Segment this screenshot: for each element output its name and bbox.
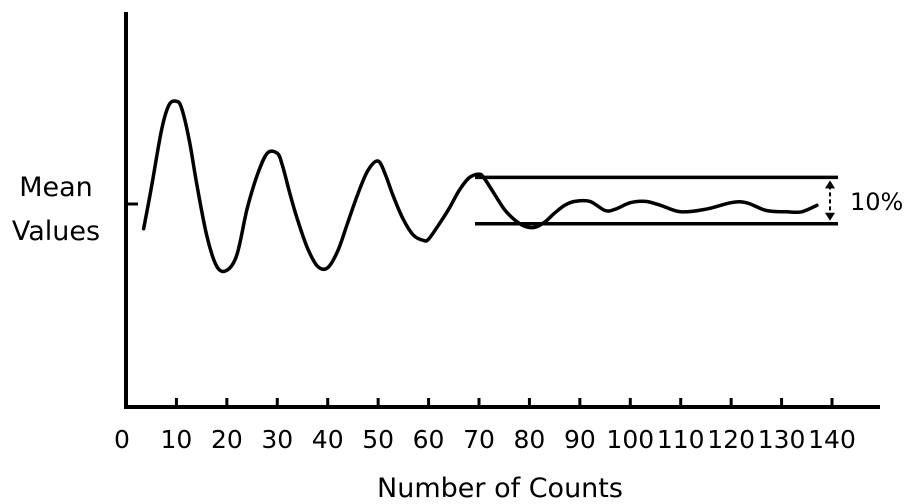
x-tick-label: 100: [606, 425, 654, 454]
x-tick-label: 40: [312, 425, 344, 454]
tolerance-band: [475, 175, 838, 226]
x-tick-label: 10: [161, 425, 193, 454]
x-ticks: [174, 398, 834, 407]
x-axis-label: Number of Counts: [377, 473, 623, 504]
x-tick-label: 110: [657, 425, 705, 454]
x-tick-label: 140: [808, 425, 856, 454]
x-tick-label: 90: [564, 425, 596, 454]
x-tick-label: 130: [758, 425, 806, 454]
axes: [124, 12, 880, 409]
y-axis-label-line-2: Values: [12, 216, 100, 247]
x-tick-label: 20: [211, 425, 243, 454]
x-tick-label: 120: [707, 425, 755, 454]
series-group: [141, 99, 819, 274]
band-arrow-up-head: [825, 180, 835, 189]
y-axis-label-line-1: Mean: [19, 172, 93, 203]
x-tick-label: 60: [413, 425, 445, 454]
x-tick-label: 30: [261, 425, 293, 454]
x-tick-label: 0: [114, 425, 130, 454]
band-arrow-down-head: [825, 212, 835, 221]
x-tick-label: 70: [463, 425, 495, 454]
x-tick-labels: 0 10 20 30 40 50 60 70 80 90 100 110 120 130 140: [114, 425, 856, 454]
band-label: 10%: [850, 188, 903, 216]
series-line: [141, 99, 819, 274]
x-tick-label: 50: [362, 425, 394, 454]
x-tick-label: 80: [514, 425, 546, 454]
